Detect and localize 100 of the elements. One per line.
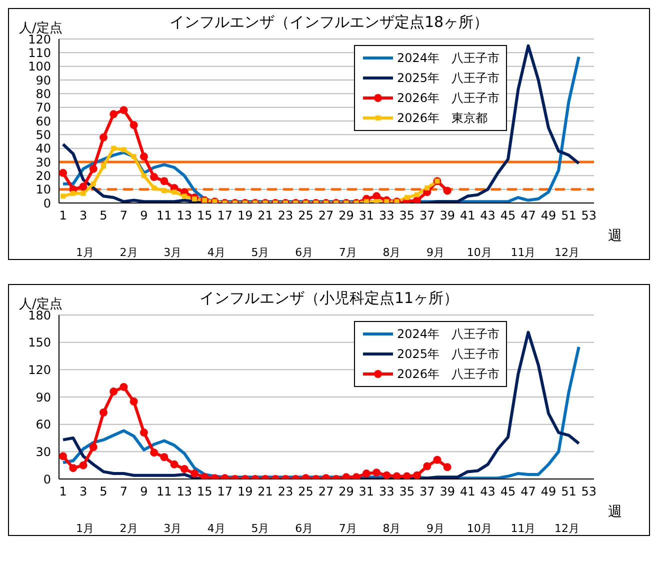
legend-label: 2026年 東京都 [397,110,488,126]
legend-label: 2026年 八王子市 [397,366,500,382]
x-tick-label: 11 [156,208,172,223]
y-axis-title: 人/定点 [19,296,62,312]
x-tick-label: 5 [100,208,108,223]
x-tick-label: 47 [520,208,536,223]
x-axis-title: 週 [608,227,622,245]
y-tick-label: 60 [36,114,51,128]
x-tick-label: 31 [358,208,374,223]
x-tick-label: 53 [581,208,597,223]
x-tick-label: 31 [358,484,374,499]
x-tick-label: 51 [561,208,576,223]
x-tick-label: 15 [196,484,212,499]
text: 10月 [466,245,492,260]
y-tick-label: 30 [36,444,51,459]
x-tick-label: 19 [237,484,253,499]
text: 9月 [426,245,445,260]
x-tick-label: 15 [196,208,212,223]
x-tick-label: 41 [460,208,476,223]
x-tick-label: 5 [100,484,108,499]
y-tick-label: 70 [36,100,51,115]
x-tick-label: 47 [520,484,536,499]
x-tick-label: 51 [561,484,576,499]
y-tick-label: 150 [28,336,51,350]
x-tick-label: 11 [156,484,172,499]
x-tick-label: 17 [217,208,232,223]
x-tick-label: 35 [399,208,415,223]
text: 9月 [426,521,445,536]
x-tick-label: 39 [440,208,455,223]
x-tick-label: 13 [176,484,192,499]
x-tick-label: 43 [480,208,496,223]
text: 4月 [207,245,226,260]
y-tick-label: 20 [36,168,51,183]
y-tick-label: 10 [36,182,51,197]
y-tick-label: 0 [43,196,51,210]
y-tick-label: 60 [36,418,51,432]
text: 5月 [251,521,270,536]
x-tick-label: 53 [581,484,597,499]
x-tick-label: 25 [298,208,314,223]
text: 8月 [382,521,401,536]
x-tick-label: 9 [140,208,148,223]
x-tick-label: 1 [59,484,67,499]
x-tick-label: 25 [298,484,314,499]
x-tick-label: 1 [59,208,67,223]
y-tick-label: 30 [36,155,51,170]
x-tick-label: 37 [419,208,435,223]
x-tick-label: 29 [338,484,354,499]
y-axis-title: 人/定点 [19,20,62,36]
text: 4月 [207,521,226,536]
x-tick-label: 27 [318,208,334,223]
x-tick-label: 3 [79,208,88,223]
x-tick-label: 45 [500,484,516,499]
text: 12月 [554,245,580,260]
text: 2月 [120,521,138,536]
y-tick-label: 90 [36,390,51,404]
x-tick-label: 19 [237,208,253,223]
x-tick-label: 7 [120,208,128,223]
x-tick-label: 39 [440,484,455,499]
x-tick-label: 49 [540,208,556,223]
legend-label: 2025年 八王子市 [397,346,500,362]
x-tick-label: 41 [460,484,476,499]
text: 8月 [382,245,401,260]
x-tick-label: 33 [379,484,394,499]
x-tick-label: 33 [379,208,394,223]
y-tick-label: 40 [36,142,51,156]
x-tick-label: 49 [540,484,556,499]
x-tick-label: 29 [338,208,354,223]
text: 11月 [510,245,536,260]
x-tick-label: 35 [399,484,415,499]
x-axis-title: 週 [608,503,622,521]
x-tick-label: 23 [278,208,294,223]
x-tick-label: 9 [140,484,148,499]
legend-label: 2024年 八王子市 [397,326,500,342]
text: 2月 [120,245,138,260]
x-tick-label: 43 [480,484,496,499]
x-tick-label: 45 [500,208,516,223]
y-tick-label: 100 [28,60,51,74]
x-tick-label: 23 [278,484,294,499]
x-tick-label: 27 [318,484,334,499]
text: 7月 [338,521,357,536]
text: 12月 [554,521,580,536]
y-tick-label: 50 [36,128,51,142]
legend-label: 2025年 八王子市 [397,70,500,86]
y-tick-label: 90 [36,73,51,88]
text: 11月 [510,521,536,536]
x-tick-label: 13 [176,208,192,223]
x-tick-label: 7 [120,484,128,499]
text: 1月 [76,521,94,536]
y-tick-label: 0 [43,472,51,486]
text: 7月 [338,245,357,260]
text: 6月 [295,245,314,260]
x-tick-label: 17 [217,484,232,499]
x-tick-label: 21 [258,208,273,223]
y-tick-label: 80 [36,86,51,101]
text: 5月 [251,245,270,260]
x-tick-label: 3 [79,484,88,499]
chart-title: インフルエンザ（小児科定点11ヶ所） [199,289,459,307]
x-tick-label: 21 [258,484,273,499]
text: 10月 [466,521,492,536]
text: 1月 [76,245,94,260]
